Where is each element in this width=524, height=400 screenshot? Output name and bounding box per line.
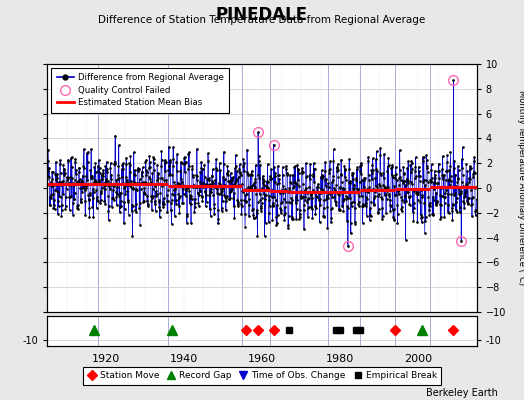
Text: 1960: 1960 [248,354,276,364]
Text: 1920: 1920 [92,354,120,364]
Y-axis label: Monthly Temperature Anomaly Difference (°C): Monthly Temperature Anomaly Difference (… [517,90,524,286]
Text: 1980: 1980 [326,354,354,364]
Text: Berkeley Earth: Berkeley Earth [426,388,498,398]
Text: Difference of Station Temperature Data from Regional Average: Difference of Station Temperature Data f… [99,15,425,25]
Text: 1940: 1940 [170,354,198,364]
Legend: Station Move, Record Gap, Time of Obs. Change, Empirical Break: Station Move, Record Gap, Time of Obs. C… [83,367,441,385]
Legend: Difference from Regional Average, Quality Control Failed, Estimated Station Mean: Difference from Regional Average, Qualit… [51,68,229,112]
Text: PINEDALE: PINEDALE [216,6,308,24]
Text: 2000: 2000 [404,354,432,364]
